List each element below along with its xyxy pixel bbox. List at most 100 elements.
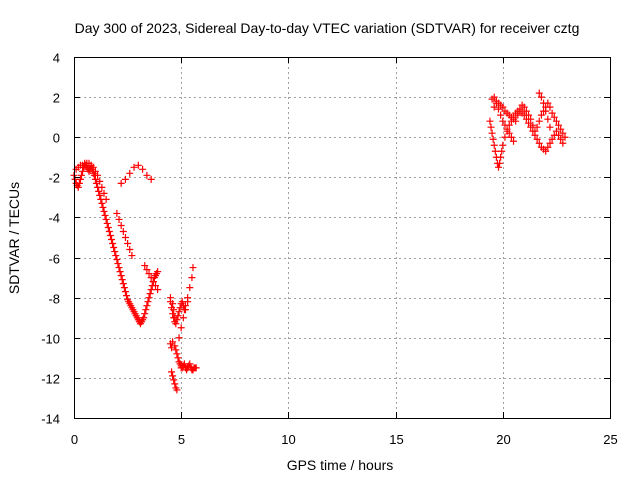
data-point [507, 133, 515, 141]
data-point [144, 298, 152, 306]
data-point [542, 147, 550, 155]
data-point [177, 324, 185, 332]
data-point [117, 272, 125, 280]
data-point [91, 175, 99, 183]
y-axis-label: SDTVAR / TECUs [6, 182, 22, 294]
data-point [123, 292, 131, 300]
data-point [490, 103, 498, 111]
data-point [501, 133, 509, 141]
data-point [491, 147, 499, 155]
data-point [141, 310, 149, 318]
y-tick-label: -14 [41, 412, 60, 427]
data-point [110, 244, 118, 252]
x-tick-label: 10 [281, 432, 295, 447]
y-tick-label: -12 [41, 372, 60, 387]
y-tick-label: -2 [48, 171, 60, 186]
data-point [108, 236, 116, 244]
x-tick-label: 20 [496, 432, 510, 447]
data-point [169, 372, 177, 380]
data-point [174, 354, 182, 362]
data-point [557, 135, 565, 143]
data-point [168, 304, 176, 312]
y-tick-label: -6 [48, 252, 60, 267]
data-point [496, 159, 504, 167]
data-point [535, 139, 543, 147]
data-point [499, 117, 507, 125]
data-point [100, 207, 108, 215]
data-point [175, 334, 183, 342]
data-point [505, 129, 513, 137]
data-point [537, 93, 545, 101]
data-point [113, 256, 121, 264]
data-point [147, 274, 155, 282]
data-point [146, 290, 154, 298]
data-point [555, 121, 563, 129]
data-point [498, 147, 506, 155]
data-point [173, 386, 181, 394]
data-point [140, 314, 148, 322]
y-tick-label: 2 [53, 91, 60, 106]
data-point [105, 227, 113, 235]
data-point [143, 302, 151, 310]
data-point [522, 115, 530, 123]
data-point [540, 99, 548, 107]
data-point [154, 286, 162, 294]
data-point [115, 215, 123, 223]
data-point [130, 163, 138, 171]
data-point [76, 175, 84, 183]
data-point [546, 103, 554, 111]
data-point [91, 167, 99, 175]
data-point [102, 195, 110, 203]
data-point [100, 189, 108, 197]
data-point [102, 215, 110, 223]
data-point [520, 111, 528, 119]
data-point [495, 163, 503, 171]
data-point [497, 111, 505, 119]
x-tick-label: 0 [71, 432, 78, 447]
data-point [520, 103, 528, 111]
data-point [117, 179, 125, 187]
data-point [96, 177, 104, 185]
data-point [174, 312, 182, 320]
data-point [186, 284, 194, 292]
data-point [188, 274, 196, 282]
x-tick-label: 5 [178, 432, 185, 447]
data-point [145, 294, 153, 302]
data-point [166, 298, 174, 306]
data-point [555, 131, 563, 139]
data-point [552, 117, 560, 125]
data-point [486, 117, 494, 125]
data-point [525, 119, 533, 127]
y-tick-label: 4 [53, 51, 60, 66]
data-point [542, 107, 550, 115]
y-tick-label: -4 [48, 211, 60, 226]
data-point [121, 234, 129, 241]
data-point [497, 153, 505, 161]
data-point [495, 105, 503, 113]
data-point [169, 338, 177, 346]
data-point [121, 175, 129, 183]
data-point [492, 99, 500, 107]
data-point [111, 248, 119, 256]
data-point [529, 127, 537, 135]
data-point [101, 211, 109, 219]
data-point [533, 135, 541, 143]
data-point [98, 199, 106, 207]
data-point [510, 113, 518, 121]
data-point [126, 246, 134, 254]
data-point [171, 380, 179, 388]
data-point [147, 175, 155, 183]
data-point [546, 123, 554, 131]
plot-frame [74, 57, 611, 419]
data-point [143, 171, 151, 179]
x-tick-label: 25 [603, 432, 617, 447]
data-point [78, 171, 86, 179]
data-point [544, 115, 552, 123]
data-point [510, 137, 518, 145]
data-point [126, 169, 134, 177]
data-point [98, 183, 106, 191]
data-point [181, 306, 189, 314]
y-tick-label: 0 [53, 131, 60, 146]
y-tick-label: -8 [48, 292, 60, 307]
